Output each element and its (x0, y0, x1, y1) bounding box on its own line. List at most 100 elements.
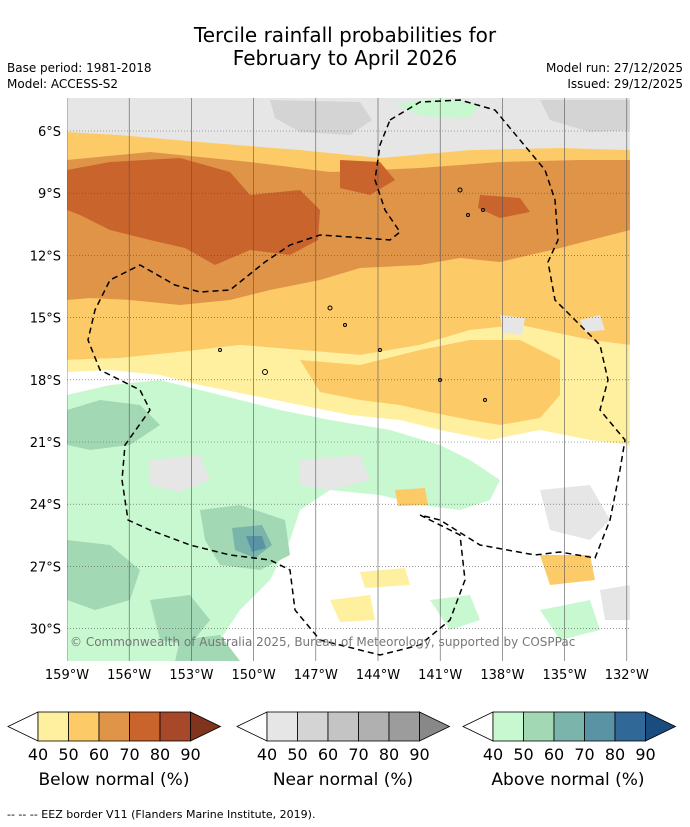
legend-tick: 50 (513, 745, 533, 764)
legend-tick: 70 (348, 745, 368, 764)
title-line-1: Tercile rainfall probabilities for (193, 23, 497, 47)
lat-label: 6°S (38, 125, 61, 140)
page-title: Tercile rainfall probabilities for Febru… (0, 24, 690, 70)
legend-tick: 90 (635, 745, 655, 764)
map-fields (67, 98, 630, 661)
below-normal-50-southern-lobe (300, 340, 560, 425)
lon-label: 156°W (107, 668, 151, 683)
lat-label: 15°S (30, 312, 61, 327)
probability-map: 6°S 9°S 12°S 15°S 18°S 21°S 24°S 27°S 30°S 159°W… (30, 98, 649, 683)
legend-tick: 40 (483, 745, 503, 764)
lon-label: 141°W (418, 668, 462, 683)
footnote: -- -- -- EEZ border V11 (Flanders Marine… (7, 808, 316, 821)
legend-swatch (297, 711, 329, 742)
near-normal-patch-2 (300, 455, 370, 490)
legend-left-arrow (236, 711, 268, 742)
legend-swatch (68, 711, 100, 742)
lon-label: 153°W (169, 668, 213, 683)
legend-tick: 90 (180, 745, 200, 764)
legend-swatch (266, 711, 298, 742)
legend-right-arrow (190, 711, 222, 742)
legend-right-arrow (419, 711, 451, 742)
legend-swatch (159, 711, 191, 742)
near-normal-region-north-dark (270, 100, 372, 135)
legend-tick: 40 (28, 745, 48, 764)
near-normal-patch-5 (500, 315, 525, 335)
legend-bars: 40 50 60 70 80 90 40 50 60 70 80 90 40 50 60 70 80 90 (7, 711, 677, 764)
legend-title-above: Above normal (%) (491, 770, 645, 790)
near-normal-patch-3 (540, 485, 610, 540)
meta-left: Base period: 1981-2018 Model: ACCESS-S2 (7, 60, 152, 92)
lat-label: 12°S (30, 249, 61, 264)
legend-title-near: Near normal (%) (272, 770, 414, 790)
above-normal-50-west-a (67, 400, 160, 450)
legend-swatch (37, 711, 69, 742)
meta-right: Model run: 27/12/2025 Issued: 29/12/2025 (546, 60, 683, 92)
legend-tick: 80 (605, 745, 625, 764)
lon-label: 132°W (605, 668, 649, 683)
legend-swatch (98, 711, 130, 742)
lon-label: 150°W (232, 668, 276, 683)
legend-left-arrow (462, 711, 494, 742)
legend-tick: 60 (89, 745, 109, 764)
legend-above: 40 50 60 70 80 90 (462, 711, 677, 764)
issued-date: Issued: 29/12/2025 (567, 77, 683, 91)
legend-tick: 80 (150, 745, 170, 764)
below-normal-patch-south-1 (395, 488, 428, 506)
model-name: Model: ACCESS-S2 (7, 77, 119, 91)
above-normal-patch-north (395, 98, 480, 118)
island (378, 348, 382, 352)
latitude-labels: 6°S 9°S 12°S 15°S 18°S 21°S 24°S 27°S 30°S (30, 125, 61, 638)
island (481, 208, 485, 212)
eez-border-polynesia (87, 99, 626, 656)
below-normal-70-core-east (478, 195, 530, 218)
lat-label: 27°S (30, 560, 61, 575)
legend-swatch (584, 711, 616, 742)
legend-tick: 60 (318, 745, 338, 764)
islands (218, 187, 487, 402)
map-container: 6°S 9°S 12°S 15°S 18°S 21°S 24°S 27°S 30°S 159°W… (30, 98, 649, 683)
below-normal-70-core-west (67, 158, 320, 265)
legend-swatch (358, 711, 390, 742)
legend-swatch (553, 711, 585, 742)
below-normal-patch-south-2 (330, 595, 375, 622)
legend-swatch (614, 711, 646, 742)
legend-swatch (129, 711, 161, 742)
legend-tick: 60 (544, 745, 564, 764)
legend-left-arrow (7, 711, 39, 742)
legend-right-arrow (645, 711, 677, 742)
lat-label: 21°S (30, 436, 61, 451)
lon-label: 144°W (356, 668, 400, 683)
legend-tick: 50 (287, 745, 307, 764)
island (218, 348, 222, 352)
island (457, 187, 463, 193)
lon-label: 138°W (480, 668, 524, 683)
island (483, 398, 487, 402)
legend-swatch (492, 711, 524, 742)
above-normal-50-west-d (150, 595, 210, 645)
above-normal-patch-southeast (540, 600, 600, 640)
legend-tick: 40 (257, 745, 277, 764)
gridlines (67, 98, 630, 661)
lat-label: 9°S (38, 187, 61, 202)
legend-tick: 90 (409, 745, 429, 764)
legend-tick: 70 (119, 745, 139, 764)
legend-title-below: Below normal (%) (38, 770, 190, 790)
below-normal-70-core-center (340, 160, 395, 195)
above-normal-50-west-b (67, 540, 140, 610)
lon-label: 135°W (543, 668, 587, 683)
base-period: Base period: 1981-2018 (7, 61, 152, 75)
below-normal-patch-south-4 (540, 555, 595, 585)
legend-swatch (327, 711, 359, 742)
legend-tick: 50 (58, 745, 78, 764)
lat-label: 24°S (30, 498, 61, 513)
below-normal-patch-south-3 (360, 568, 410, 588)
legend-swatch (523, 711, 555, 742)
lon-label: 159°W (45, 668, 89, 683)
near-normal-region-north-east (540, 100, 630, 132)
model-run: Model run: 27/12/2025 (545, 61, 683, 75)
island (343, 323, 347, 327)
island (466, 213, 470, 217)
legend-near: 40 50 60 70 80 90 (236, 711, 451, 764)
